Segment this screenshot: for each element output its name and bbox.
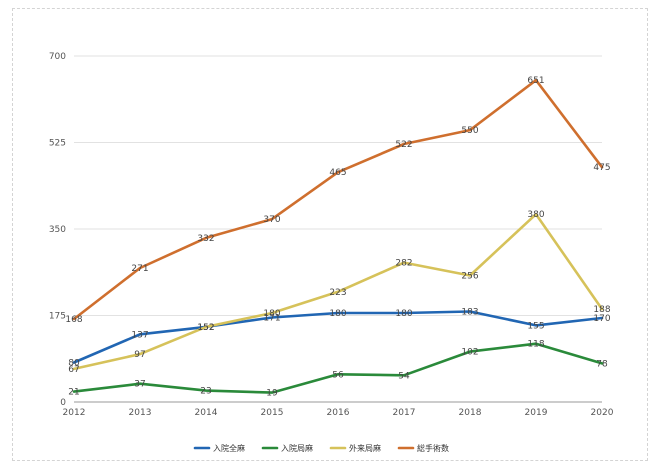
y-tick-label: 350	[49, 225, 66, 235]
data-label: 152	[197, 323, 214, 333]
y-tick-label: 525	[49, 139, 66, 149]
series-lines	[72, 78, 604, 394]
x-tick-label: 2020	[591, 408, 614, 418]
data-label: 170	[593, 314, 610, 324]
data-label: 651	[527, 76, 544, 86]
data-label: 23	[200, 387, 211, 397]
data-label: 102	[461, 348, 478, 358]
x-tick-label: 2017	[393, 408, 416, 418]
data-label: 475	[593, 163, 610, 173]
x-axis-ticks: 2012 2013 2014 2015 2016 2017 2018 2019 2020	[63, 408, 614, 418]
x-tick-label: 2016	[327, 408, 350, 418]
data-label: 80	[68, 358, 80, 368]
data-label: 370	[263, 215, 280, 225]
legend-label: 入院局麻	[281, 443, 313, 453]
x-tick-label: 2014	[195, 408, 218, 418]
data-label: 67	[68, 365, 79, 375]
data-label: 465	[329, 168, 346, 178]
x-tick-label: 2012	[63, 408, 86, 418]
data-label: 155	[527, 321, 544, 331]
legend-label: 外来局麻	[349, 443, 381, 453]
data-label: 256	[461, 271, 478, 281]
data-label: 78	[596, 359, 608, 369]
data-label: 54	[398, 371, 410, 381]
data-label: 168	[65, 315, 82, 325]
data-label: 97	[134, 350, 145, 360]
y-tick-label: 175	[49, 312, 66, 322]
series-line-0	[72, 310, 604, 364]
data-label: 137	[131, 330, 148, 340]
data-label: 19	[266, 389, 278, 399]
y-tick-label: 0	[60, 398, 66, 408]
data-label: 282	[395, 259, 412, 269]
data-label: 271	[131, 264, 148, 274]
x-tick-label: 2018	[459, 408, 482, 418]
data-label: 522	[395, 140, 412, 150]
data-label: 223	[329, 288, 346, 298]
series-line-2	[72, 212, 604, 371]
legend-label: 総手術数	[417, 443, 449, 453]
data-label: 188	[593, 305, 610, 315]
data-label: 171	[263, 313, 280, 323]
data-label: 180	[263, 309, 280, 319]
series-line-3	[72, 78, 604, 321]
data-label: 56	[332, 370, 344, 380]
y-axis-ticks: 0 175 350 525 700	[49, 52, 66, 408]
data-label: 118	[527, 340, 544, 350]
data-label: 183	[461, 308, 478, 318]
legend-label: 入院全麻	[213, 443, 245, 453]
data-label: 37	[134, 380, 145, 390]
data-label: 550	[461, 126, 478, 136]
y-tick-label: 700	[49, 52, 66, 62]
data-label: 380	[527, 210, 544, 220]
series-line-1	[72, 342, 604, 394]
x-tick-label: 2019	[525, 408, 548, 418]
gridlines	[74, 55, 602, 403]
x-tick-label: 2013	[129, 408, 152, 418]
data-label: 21	[68, 388, 79, 398]
data-label: 180	[395, 309, 412, 319]
data-label: 180	[329, 309, 346, 319]
data-label: 332	[197, 234, 214, 244]
x-tick-label: 2015	[261, 408, 284, 418]
legend: 入院全麻 入院局麻 外来局麻 総手術数	[193, 443, 449, 453]
data-label: 152	[197, 323, 214, 333]
